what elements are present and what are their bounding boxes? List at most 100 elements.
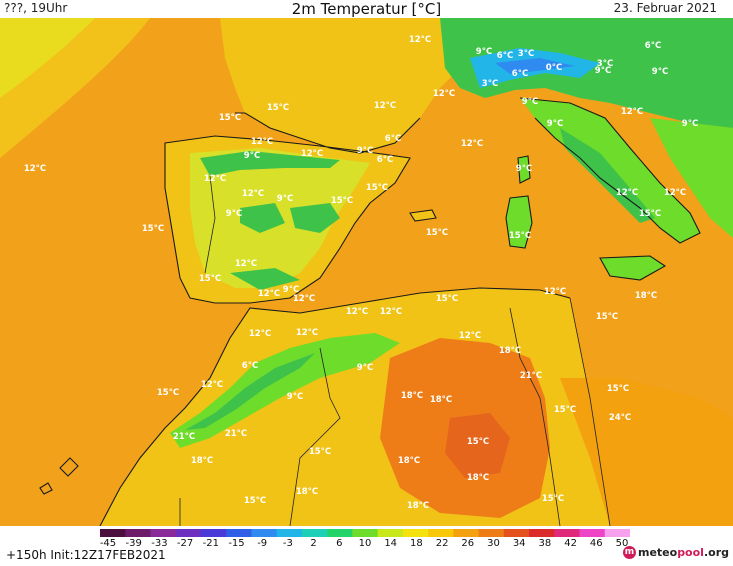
land-corsica: [518, 156, 530, 183]
temperature-label: 9°C: [476, 47, 492, 57]
alps-cold-inner: [495, 58, 575, 74]
temperature-label: 3°C: [482, 79, 498, 89]
atlas-high: [185, 353, 315, 430]
temperature-label: 15°C: [596, 312, 618, 322]
color-scale-bar: [100, 529, 630, 537]
logo-prefix: meteo: [637, 546, 678, 559]
color-scale-swatch: [478, 529, 505, 537]
temperature-label: 15°C: [639, 209, 661, 219]
temperature-label: 3°C: [518, 49, 534, 59]
temperature-label: 12°C: [301, 149, 323, 159]
temperature-label: 12°C: [235, 259, 257, 269]
temperature-label: 9°C: [682, 119, 698, 129]
land-france: [220, 18, 480, 153]
temperature-label: 12°C: [616, 188, 638, 198]
color-scale-tick: 42: [564, 538, 577, 549]
balkans: [650, 118, 733, 238]
temperature-label: 15°C: [331, 196, 353, 206]
temperature-label: 12°C: [242, 189, 264, 199]
color-scale-tick: 10: [358, 538, 372, 549]
color-scale-tick: 6: [336, 538, 343, 549]
color-scale-swatch: [125, 529, 151, 537]
temperature-label: 12°C: [249, 329, 271, 339]
meteopool-logo[interactable]: m meteo pool .org: [622, 546, 729, 559]
color-scale-swatch: [327, 529, 353, 537]
color-scale-swatch: [100, 529, 126, 537]
map-title: 2m Temperatur [°C]: [291, 0, 442, 18]
temperature-label: 15°C: [309, 447, 331, 457]
temperature-label: 15°C: [542, 494, 564, 504]
temperature-label: 15°C: [467, 437, 489, 447]
color-scale-tick: 46: [589, 538, 603, 549]
land-sicily: [600, 256, 665, 280]
color-scale-swatch: [402, 529, 429, 537]
temperature-label: 12°C: [433, 89, 455, 99]
temperature-label: 15°C: [199, 274, 221, 284]
temperature-label: 24°C: [609, 413, 631, 423]
temperature-label: 12°C: [24, 164, 46, 174]
temperature-label: 15°C: [219, 113, 241, 123]
color-scale-tick: 14: [384, 538, 398, 549]
temperature-label: 9°C: [595, 66, 611, 76]
temperature-label: 6°C: [497, 51, 513, 61]
temperature-label: 15°C: [267, 103, 289, 113]
color-scale-swatch: [226, 529, 252, 537]
temperature-label: 9°C: [357, 146, 373, 156]
temperature-label: 12°C: [251, 137, 273, 147]
land-balearics: [410, 210, 436, 221]
temperature-label: 6°C: [377, 155, 393, 165]
color-scale-swatch: [352, 529, 379, 537]
temperature-label: 12°C: [296, 328, 318, 338]
temperature-label: 12°C: [374, 101, 396, 111]
temperature-label: 6°C: [242, 361, 258, 371]
color-scale-swatch: [529, 529, 555, 537]
color-scale-swatch: [554, 529, 581, 537]
coastlines: [39, 97, 701, 526]
color-scale-tick: 30: [487, 538, 500, 549]
temperature-label: 9°C: [287, 392, 303, 402]
temperature-label: 15°C: [436, 294, 458, 304]
temperature-label: 18°C: [401, 391, 423, 401]
temperature-label: 12°C: [621, 107, 643, 117]
color-scale-tick: 34: [512, 538, 526, 549]
temperature-label: 12°C: [201, 380, 223, 390]
temperature-label: 18°C: [296, 487, 318, 497]
color-scale-tick: 2: [310, 538, 317, 549]
temperature-label: 12°C: [664, 188, 686, 198]
color-scale-tick: 18: [410, 538, 423, 549]
temperature-label: 9°C: [226, 209, 242, 219]
color-scale-tick: -21: [202, 538, 219, 549]
temperature-map: 12°C9°C 6°C3°C6°C3°C0°C 9°C6°C3°C12°C12°C 9…: [0, 18, 733, 526]
color-scale-tick: 38: [538, 538, 552, 549]
color-scale-swatch: [579, 529, 606, 537]
atlantic-yellow-zone: [0, 18, 95, 98]
temperature-label: 15°C: [607, 384, 629, 394]
logo-brand: pool: [677, 546, 704, 559]
color-scale-swatch: [428, 529, 454, 537]
color-scale-swatch: [276, 529, 303, 537]
temperature-label: 9°C: [283, 285, 299, 295]
temperature-label: 9°C: [244, 151, 260, 161]
temperature-label: 9°C: [357, 363, 373, 373]
temperature-label: 6°C: [385, 134, 401, 144]
temperature-label: 18°C: [635, 291, 657, 301]
color-scale-tick: -39: [125, 538, 142, 549]
temperature-label: 15°C: [142, 224, 164, 234]
temperature-label: 21°C: [225, 429, 247, 439]
temperature-label: 9°C: [522, 97, 538, 107]
temperature-label: 9°C: [277, 194, 293, 204]
temperature-label: 12°C: [459, 331, 481, 341]
color-scale-tick: -27: [176, 538, 194, 549]
temperature-label: 15°C: [157, 388, 179, 398]
color-scale-tick: -15: [228, 538, 245, 549]
color-scale-tick: -33: [151, 538, 168, 549]
temperature-label: 15°C: [244, 496, 266, 506]
run-time-label: ???, 19Uhr: [4, 1, 68, 15]
libya-warm: [560, 378, 733, 526]
temperature-label: 21°C: [520, 371, 542, 381]
temperature-label: 18°C: [407, 501, 429, 511]
temperature-label: 15°C: [554, 405, 576, 415]
color-scale-tick: -45: [99, 538, 117, 549]
iberia-mountains: [200, 151, 340, 290]
temperature-label: 21°C: [173, 432, 195, 442]
